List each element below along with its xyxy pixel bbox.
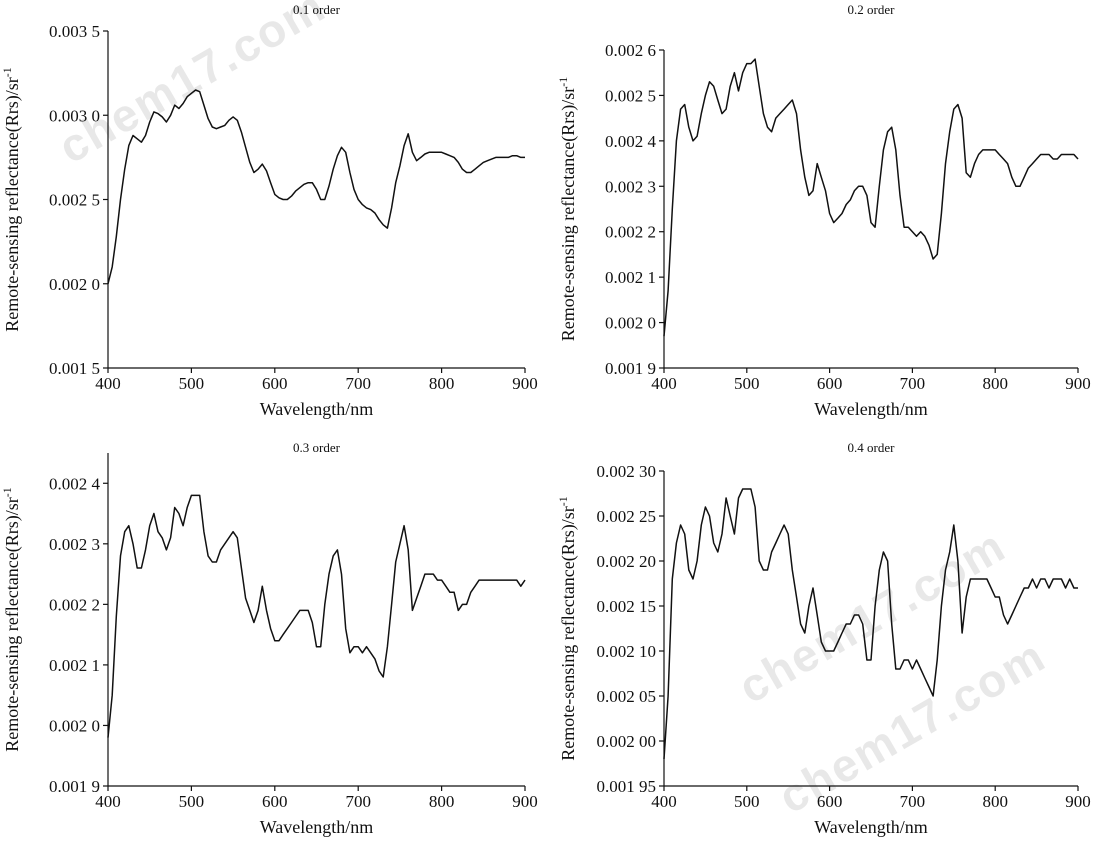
series-line-1: [663, 488, 1078, 760]
x-tick-label: 600: [262, 792, 288, 811]
x-tick-label: 900: [1065, 792, 1091, 811]
y-axis-label: Remote-sensing reflectance(Rrs)/sr-1: [0, 487, 23, 751]
y-axis-label-sup: -1: [556, 496, 570, 506]
x-tick-label: 700: [900, 374, 926, 393]
x-tick-label: 400: [651, 374, 677, 393]
y-axis-label-text: Remote-sensing reflectance(Rrs)/sr: [2, 497, 23, 751]
x-tick-label: 700: [345, 374, 371, 393]
y-axis-label-text: Remote-sensing reflectance(Rrs)/sr: [2, 77, 23, 331]
y-axis-label: Remote-sensing reflectance(Rrs)/sr-1: [0, 67, 23, 331]
x-tick-label: 600: [817, 792, 843, 811]
x-axis-label: Wavelength/nm: [260, 399, 374, 419]
x-tick-label: 800: [429, 374, 455, 393]
y-tick-label: 0.002 5: [605, 86, 656, 105]
x-tick-label: 800: [429, 792, 455, 811]
y-tick-label: 0.002 30: [597, 462, 657, 481]
y-tick-label: 0.001 5: [49, 359, 100, 378]
y-axis-label-sup: -1: [556, 77, 570, 87]
series-line-1: [663, 58, 1079, 337]
y-tick-label: 0.002 15: [597, 597, 657, 616]
y-axis-label-text: Remote-sensing reflectance(Rrs)/sr: [558, 87, 579, 341]
y-tick-label: 0.002 0: [49, 716, 100, 735]
y-tick-label: 0.002 6: [605, 41, 656, 60]
x-tick-label: 600: [262, 374, 288, 393]
y-axis-label-sup: -1: [0, 487, 14, 497]
x-tick-label: 400: [95, 374, 121, 393]
y-tick-label: 0.002 4: [49, 474, 101, 493]
x-tick-label: 900: [1065, 374, 1091, 393]
chart-panel-4: 0.4 order 400 500 600 700 800 900 0.001 95 0.002…: [556, 440, 1091, 837]
x-tick-label: 400: [651, 792, 677, 811]
x-tick-label: 900: [512, 792, 538, 811]
y-tick-label: 0.002 1: [605, 268, 656, 287]
chart-panel-3: 0.3 order 400 500 600 700 800 900 0.001 9 0.002 …: [0, 440, 538, 837]
x-tick-label: 700: [900, 792, 926, 811]
y-tick-label: 0.002 25: [597, 507, 657, 526]
y-axis-label-sup: -1: [0, 67, 14, 77]
x-tick-label: 900: [512, 374, 538, 393]
y-axis-label: Remote-sensing reflectance(Rrs)/sr-1: [556, 496, 579, 760]
y-tick-label: 0.002 3: [605, 177, 656, 196]
y-tick-label: 0.002 0: [49, 275, 100, 294]
x-tick-label: 400: [95, 792, 121, 811]
chart-title: 0.2 order: [848, 2, 896, 17]
y-tick-label: 0.002 20: [597, 552, 657, 571]
y-tick-label: 0.003 0: [49, 106, 100, 125]
y-tick-label: 0.003 5: [49, 22, 100, 41]
y-tick-label: 0.001 95: [597, 777, 657, 796]
chart-title: 0.1 order: [293, 2, 341, 17]
x-tick-label: 500: [179, 374, 205, 393]
y-tick-label: 0.002 10: [597, 642, 657, 661]
y-tick-label: 0.002 2: [49, 595, 100, 614]
y-tick-label: 0.002 05: [597, 687, 657, 706]
y-tick-label: 0.002 5: [49, 191, 100, 210]
x-tick-label: 500: [179, 792, 205, 811]
y-tick-label: 0.002 2: [605, 223, 656, 242]
y-axis-label: Remote-sensing reflectance(Rrs)/sr-1: [556, 77, 579, 341]
x-tick-label: 600: [817, 374, 843, 393]
y-tick-label: 0.001 9: [49, 777, 100, 796]
x-tick-label: 700: [345, 792, 371, 811]
chart-panel-1: 0.1 order 400 500 600 700 800 900 0.001 5 0.002 …: [0, 2, 538, 419]
x-axis-label: Wavelength/nm: [814, 399, 928, 419]
chart-title: 0.4 order: [848, 440, 896, 455]
y-tick-label: 0.002 00: [597, 732, 657, 751]
x-tick-label: 800: [982, 374, 1008, 393]
x-tick-label: 500: [734, 792, 760, 811]
y-tick-label: 0.001 9: [605, 359, 656, 378]
series-line-1: [107, 494, 526, 738]
x-axis-label: Wavelength/nm: [814, 817, 928, 837]
y-tick-label: 0.002 3: [49, 535, 100, 554]
x-tick-label: 500: [734, 374, 760, 393]
chart-panel-2: 0.2 order 400 500 600 700 800 900 0.001 9 0.002 …: [556, 2, 1091, 419]
chart-title: 0.3 order: [293, 440, 341, 455]
x-tick-label: 800: [982, 792, 1008, 811]
y-tick-label: 0.002 0: [605, 314, 656, 333]
x-axis-label: Wavelength/nm: [260, 817, 374, 837]
series-line-1: [107, 89, 525, 284]
y-axis-label-text: Remote-sensing reflectance(Rrs)/sr: [558, 506, 579, 760]
y-tick-label: 0.002 4: [605, 132, 657, 151]
y-tick-label: 0.002 1: [49, 656, 100, 675]
